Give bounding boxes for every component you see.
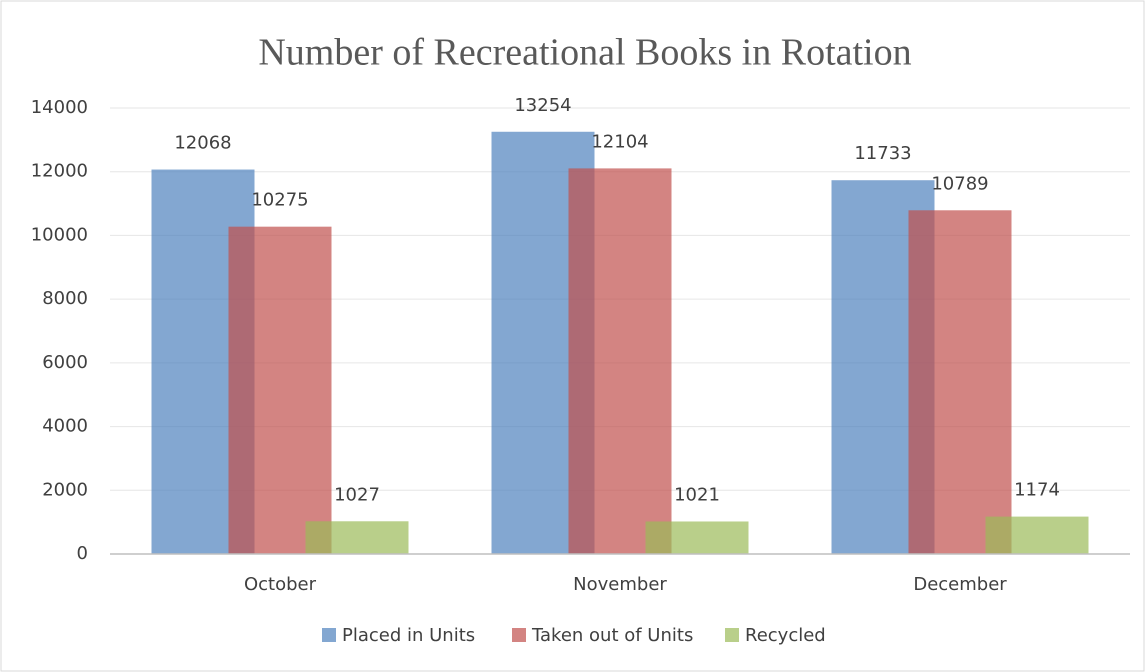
y-tick-label: 10000 <box>31 224 88 245</box>
bar <box>228 226 332 555</box>
legend-swatch <box>725 628 739 642</box>
data-label: 12104 <box>591 131 648 152</box>
x-tick-label: December <box>913 574 1007 595</box>
legend-label: Taken out of Units <box>531 625 693 646</box>
data-label: 1021 <box>674 484 720 505</box>
data-label: 10789 <box>931 173 988 194</box>
y-tick-label: 6000 <box>42 352 88 373</box>
data-label: 11733 <box>854 143 911 164</box>
y-tick-label: 4000 <box>42 416 88 437</box>
bar <box>908 210 1012 555</box>
y-tick-label: 8000 <box>42 288 88 309</box>
legend-label: Recycled <box>745 625 826 646</box>
data-label: 1027 <box>334 484 380 505</box>
bar <box>305 521 409 554</box>
x-tick-label: November <box>573 574 667 595</box>
chart-title: Number of Recreational Books in Rotation <box>258 32 911 74</box>
legend-swatch <box>322 628 336 642</box>
data-label: 10275 <box>251 190 308 211</box>
legend-swatch <box>512 628 526 642</box>
legend-label: Placed in Units <box>342 625 475 646</box>
data-label: 12068 <box>174 133 231 154</box>
data-label: 13254 <box>514 95 571 116</box>
bar <box>568 168 672 555</box>
y-tick-label: 0 <box>77 543 88 564</box>
y-tick-label: 14000 <box>31 97 88 118</box>
bar <box>985 516 1089 554</box>
bar <box>645 521 749 554</box>
x-tick-label: October <box>244 574 317 595</box>
data-label: 1174 <box>1014 480 1060 501</box>
y-tick-label: 12000 <box>31 161 88 182</box>
y-tick-label: 2000 <box>42 479 88 500</box>
